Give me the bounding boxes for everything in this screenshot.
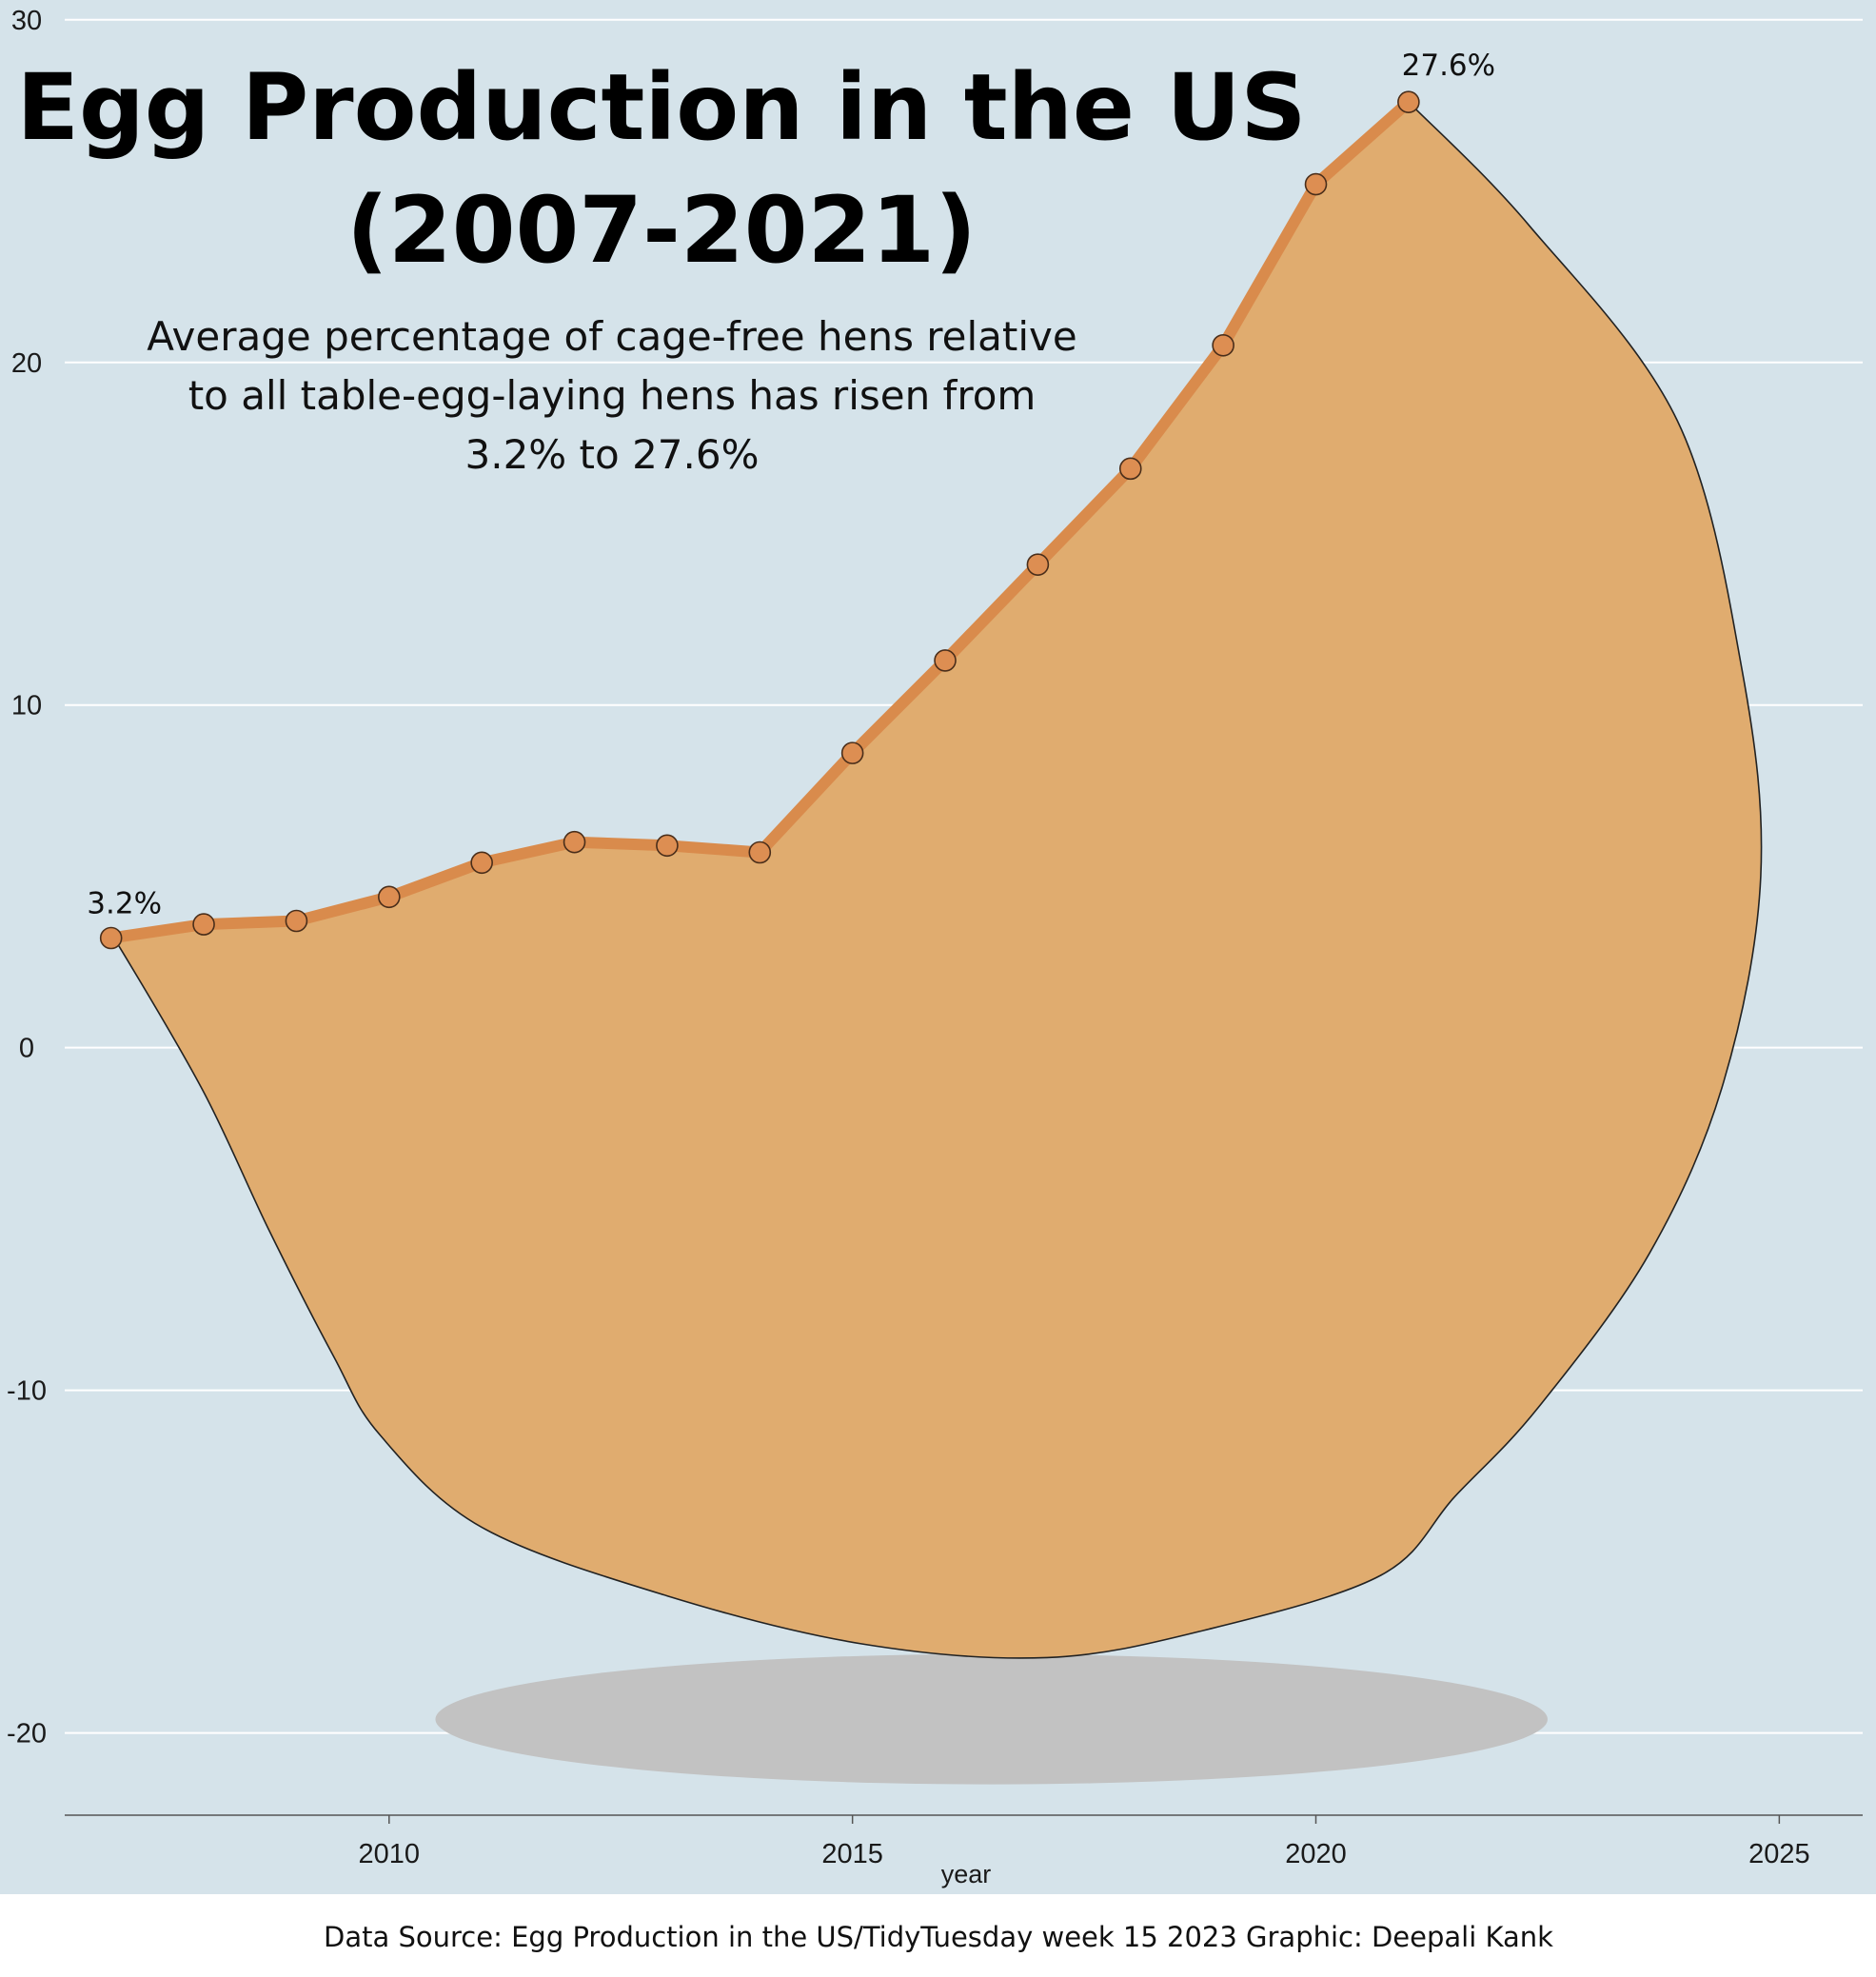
x-tick-label: 2020 — [1285, 1839, 1347, 1869]
caption: Data Source: Egg Production in the US/Ti… — [324, 1921, 1553, 1953]
data-point — [656, 834, 679, 858]
x-axis-title: year — [941, 1860, 992, 1888]
chart-subtitle-line1: Average percentage of cage-free hens rel… — [147, 313, 1076, 360]
data-point — [99, 926, 123, 950]
y-tick-label: 30 — [11, 6, 42, 36]
y-tick-label: 10 — [11, 691, 42, 722]
data-point — [285, 909, 308, 933]
data-point — [748, 840, 772, 864]
data-point — [192, 913, 215, 936]
egg-shadow — [435, 1653, 1548, 1785]
x-tick-label: 2015 — [821, 1839, 883, 1869]
data-points — [99, 90, 1420, 950]
data-point — [840, 741, 864, 764]
chart-subtitle-line3: 3.2% to 27.6% — [465, 431, 760, 478]
chart-title-line1: Egg Production in the US — [16, 54, 1306, 161]
data-point — [377, 885, 401, 909]
chart-title-line2: (2007-2021) — [346, 177, 977, 284]
data-point — [1026, 553, 1050, 576]
y-tick-label: 0 — [19, 1034, 34, 1064]
y-tick-label: 20 — [11, 348, 42, 379]
x-tick-label: 2010 — [359, 1839, 421, 1869]
data-point — [1397, 90, 1420, 113]
chart-subtitle-line2: to all table-egg-laying hens has risen f… — [188, 372, 1037, 419]
y-tick-label: -10 — [7, 1376, 47, 1407]
first-value-label: 3.2% — [87, 886, 162, 920]
data-point — [1304, 172, 1328, 196]
egg-area — [109, 101, 1763, 1659]
data-point — [1118, 457, 1142, 481]
last-value-label: 27.6% — [1402, 49, 1495, 83]
x-axis-ticks: 2010 2015 2020 2025 — [359, 1815, 1810, 1869]
data-point — [563, 830, 586, 854]
y-axis-ticks: -20 -10 0 10 20 30 — [7, 6, 47, 1750]
y-tick-label: -20 — [7, 1719, 47, 1750]
data-point — [470, 851, 493, 875]
data-point — [1212, 333, 1234, 357]
x-tick-label: 2025 — [1748, 1839, 1810, 1869]
data-point — [934, 649, 957, 672]
